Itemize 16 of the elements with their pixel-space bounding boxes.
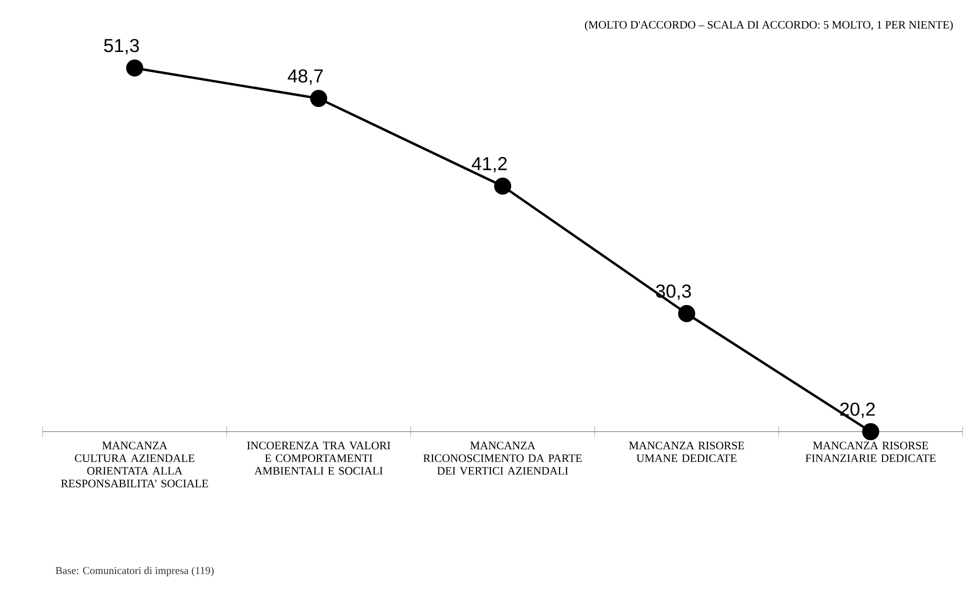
- data-label: 30,3: [656, 284, 691, 300]
- point: [678, 305, 696, 322]
- point: [310, 90, 328, 107]
- x-tick-label: MANCANZA RISORSE FINANZIARIE DEDICATE: [806, 442, 936, 462]
- data-label: 48,7: [288, 69, 323, 85]
- point: [494, 178, 512, 195]
- data-label: 41,2: [472, 157, 507, 172]
- x-tick-label: MANCANZA CULTURA AZIENDALE ORIENTATA ALLA RESPONSABILITA' SOCIALE: [61, 442, 208, 488]
- text: Base: Comunicatori di impresa (119): [56, 566, 214, 576]
- point: [862, 423, 880, 440]
- data-label: 51,3: [104, 38, 139, 54]
- x-tick-label: INCOERENZA TRA VALORI E COMPORTAMENTI AMBIENTALI E SOCIALI: [247, 442, 390, 475]
- x-tick-label: MANCANZA RICONOSCIMENTO DA PARTE DEI VERTICI AZIENDALI: [423, 442, 582, 475]
- point: [126, 59, 144, 77]
- x-tick-label: MANCANZA RISORSE UMANE DEDICATE: [629, 442, 744, 462]
- chart-subtitle: (MOLTO D'ACCORDO – SCALA DI ACCORDO: 5 MOLTO, 1 PER NIENTE): [584, 20, 953, 31]
